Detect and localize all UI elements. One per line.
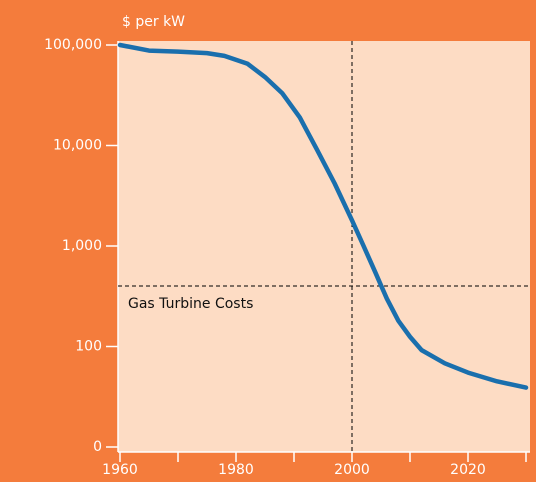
data-line xyxy=(117,42,529,390)
y-tick-label: 100,000 xyxy=(44,37,102,53)
y-tick-label: 1,000 xyxy=(62,238,102,254)
x-tick-label: 1980 xyxy=(218,462,254,478)
plot-area xyxy=(118,41,530,452)
annotation: Gas Turbine Costs xyxy=(128,296,253,312)
x-tick-label: 1960 xyxy=(102,462,138,478)
x-tick-label: 2000 xyxy=(334,462,370,478)
y-tick-label: 100 xyxy=(75,339,102,355)
x-tick-label: 2020 xyxy=(450,462,486,478)
y-tick-label: 0 xyxy=(93,439,102,455)
y-tick-label: 10,000 xyxy=(53,138,102,154)
y-axis-label: $ per kW xyxy=(122,14,185,30)
